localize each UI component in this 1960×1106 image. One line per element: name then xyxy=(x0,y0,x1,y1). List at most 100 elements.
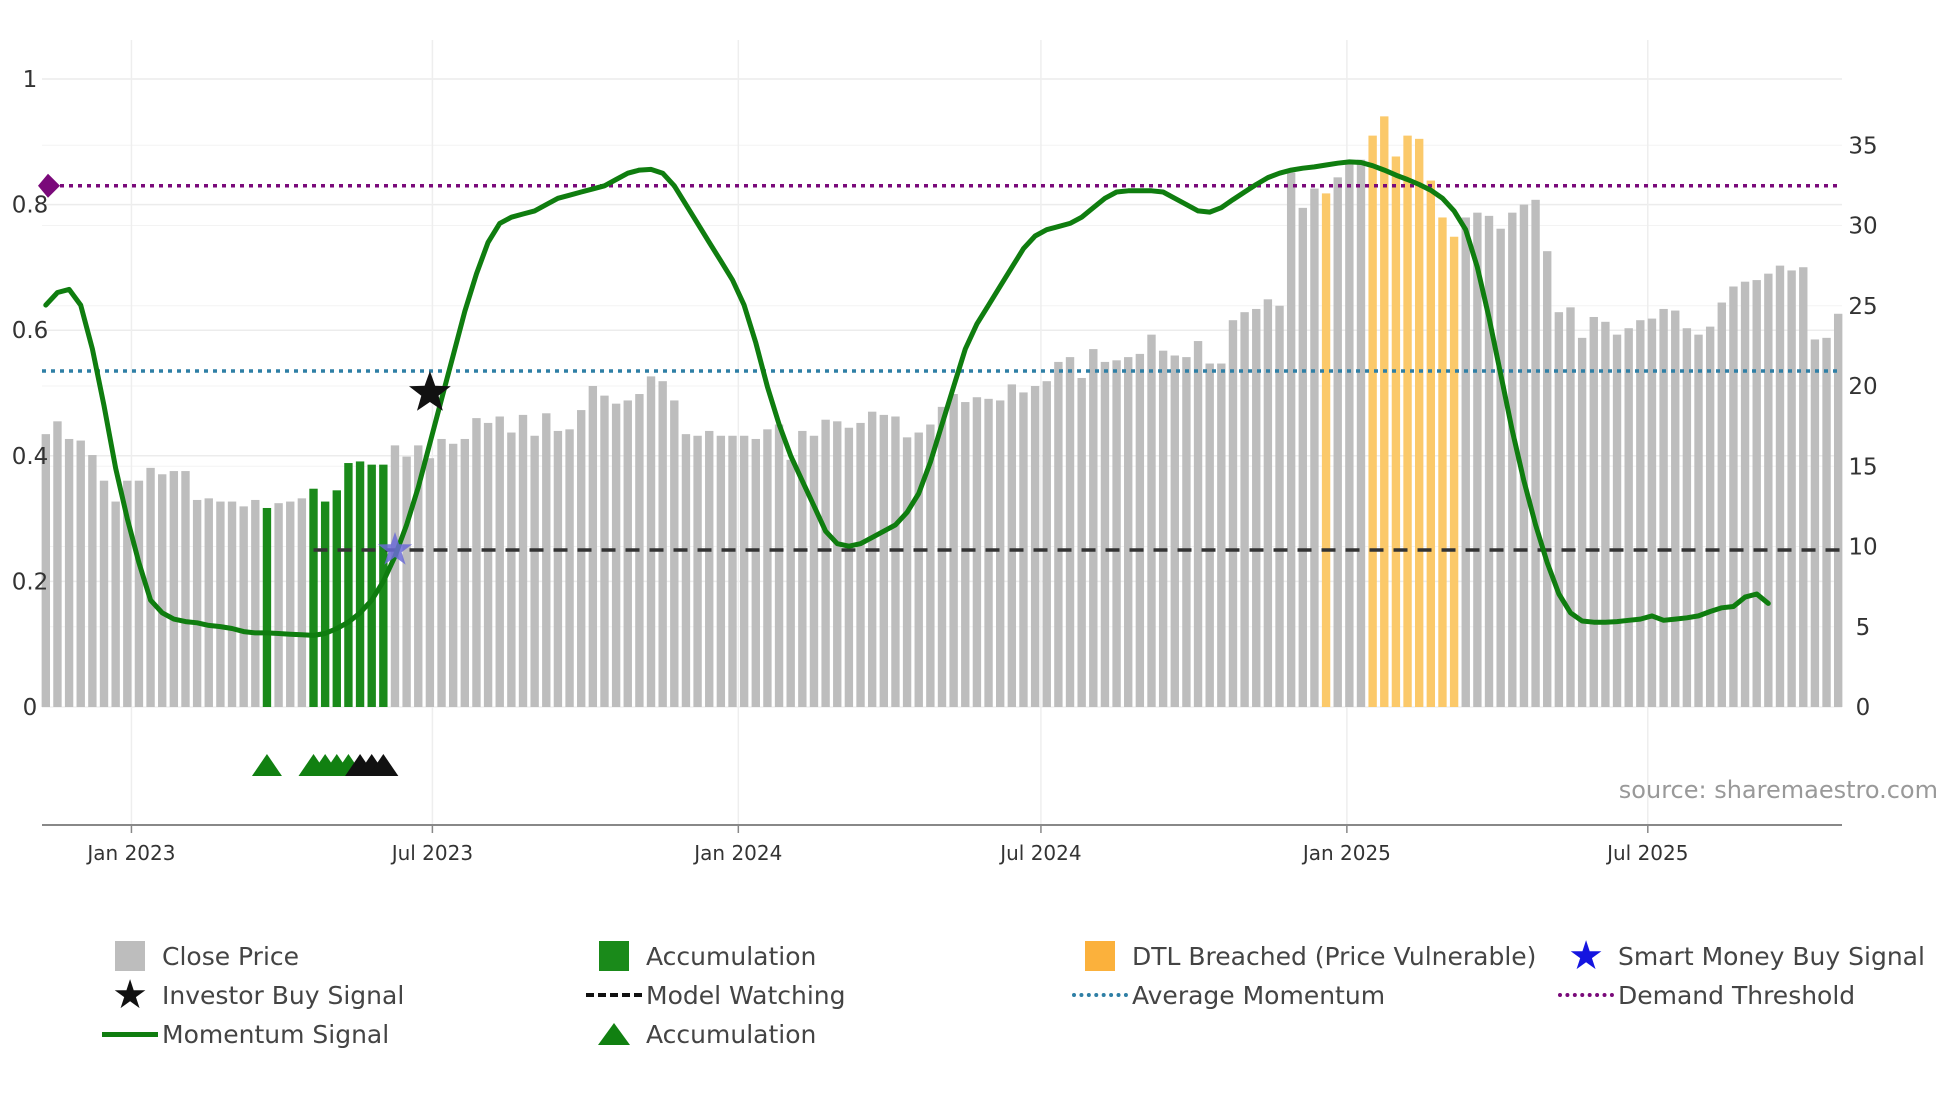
price-bar xyxy=(739,435,749,707)
price-bar xyxy=(1496,228,1505,707)
price-bar xyxy=(1531,199,1540,707)
dtl-breached-bar xyxy=(1449,236,1459,708)
accumulation-triangle xyxy=(251,754,282,776)
price-bar xyxy=(1473,212,1482,707)
accumulation-bar xyxy=(332,490,341,707)
price-bar xyxy=(1508,212,1517,707)
legend-item-dtl-breached[interactable]: DTL Breached (Price Vulnerable) xyxy=(1068,938,1536,974)
price-bar xyxy=(1601,321,1610,707)
price-bar xyxy=(53,421,62,707)
momentum-signal-line xyxy=(43,159,1771,638)
legend-triangle-icon xyxy=(598,1023,630,1045)
accumulation-bar xyxy=(355,461,365,707)
price-bar xyxy=(879,414,888,707)
demand-threshold-marker xyxy=(38,173,60,198)
price-bar xyxy=(716,435,726,707)
axes: Jan 2023 Jul 2023 Jan 2024 Jul 2024 Jan 2025… xyxy=(12,67,1878,865)
price-bar xyxy=(972,397,982,707)
price-bar xyxy=(239,506,248,707)
price-bar xyxy=(64,438,74,707)
price-bar xyxy=(1356,159,1366,707)
price-bar xyxy=(658,381,667,707)
price-bar xyxy=(577,410,586,707)
legend-label: Smart Money Buy Signal xyxy=(1618,941,1925,971)
price-bar xyxy=(798,430,807,707)
legend-item-accumulation-bar[interactable]: Accumulation xyxy=(582,938,816,974)
accumulation-bar xyxy=(320,501,330,707)
legend-swatch-close-price xyxy=(115,941,145,971)
price-bar xyxy=(1205,363,1214,707)
price-bar xyxy=(646,376,656,707)
price-bar xyxy=(1543,251,1552,707)
price-bar xyxy=(1286,172,1296,707)
price-bar xyxy=(192,499,202,707)
legend-dash-line xyxy=(586,993,642,997)
price-bar xyxy=(1263,299,1273,707)
legend-swatch-dtl-breached xyxy=(1085,941,1115,971)
price-bar xyxy=(763,429,772,707)
price-bar xyxy=(1089,349,1098,707)
price-bar xyxy=(1182,357,1191,707)
price-bar xyxy=(681,434,691,707)
price-bar xyxy=(914,432,923,707)
price-bar xyxy=(111,501,120,707)
smart-money-buy-signal-star xyxy=(377,532,413,565)
price-bar xyxy=(1228,320,1238,707)
legend-item-average-momentum[interactable]: Average Momentum xyxy=(1068,977,1385,1013)
x-tick-label: Jan 2025 xyxy=(1301,841,1391,865)
accumulation-triangle xyxy=(368,754,399,776)
right-tick-label: 35 xyxy=(1848,133,1877,159)
right-tick-label: 0 xyxy=(1856,695,1871,721)
price-bar xyxy=(460,438,470,707)
price-bar xyxy=(1554,312,1564,707)
price-bar xyxy=(1065,357,1075,707)
price-bar xyxy=(1100,361,1110,707)
price-bar xyxy=(1833,313,1843,707)
right-tick-label: 20 xyxy=(1848,374,1877,400)
price-bar xyxy=(1333,177,1342,708)
price-bar xyxy=(1158,350,1168,707)
price-bar xyxy=(216,501,225,707)
x-tick-label: Jul 2025 xyxy=(1605,841,1688,865)
price-bar xyxy=(1298,207,1307,707)
price-bar xyxy=(437,438,446,707)
investor-buy-signal-star xyxy=(409,371,451,411)
price-bar xyxy=(565,429,574,707)
legend-label: Investor Buy Signal xyxy=(162,980,405,1010)
price-bar xyxy=(76,440,85,707)
accumulation-bar xyxy=(367,464,376,707)
price-bar xyxy=(937,406,947,707)
price-bar xyxy=(227,501,237,707)
price-bar xyxy=(1717,302,1726,707)
legend-item-investor-buy[interactable]: ★ Investor Buy Signal xyxy=(98,972,405,1018)
legend-star-icon: ★ xyxy=(112,972,148,1018)
price-bar xyxy=(134,480,144,707)
price-bar xyxy=(1775,265,1785,707)
right-tick-label: 5 xyxy=(1856,615,1871,641)
price-bar xyxy=(821,419,830,707)
price-bar xyxy=(693,435,702,707)
legend-label: Demand Threshold xyxy=(1618,980,1856,1010)
price-bar xyxy=(1112,360,1121,707)
price-bar xyxy=(414,445,423,707)
dtl-breached-bar xyxy=(1380,116,1389,708)
price-bar xyxy=(1484,215,1494,707)
legend-item-close-price[interactable]: Close Price xyxy=(98,938,299,974)
price-bar xyxy=(1519,204,1529,707)
legend-item-smart-money[interactable]: ★ Smart Money Buy Signal xyxy=(1554,936,1925,976)
price-bar xyxy=(1030,386,1040,707)
legend-label: Average Momentum xyxy=(1132,980,1386,1010)
legend-item-accumulation-marker[interactable]: Accumulation xyxy=(582,1016,816,1052)
legend-item-momentum-signal[interactable]: Momentum Signal xyxy=(98,1016,389,1052)
left-tick-label: 0.4 xyxy=(12,444,49,470)
price-bar xyxy=(507,432,516,707)
price-bar xyxy=(1170,355,1179,707)
price-bar xyxy=(774,424,784,707)
legend-item-model-watching[interactable]: Model Watching xyxy=(582,977,846,1013)
signal-markers xyxy=(251,371,451,776)
accumulation-bar xyxy=(262,507,272,707)
price-bar xyxy=(611,403,621,707)
legend-item-demand-threshold[interactable]: Demand Threshold xyxy=(1554,977,1855,1013)
